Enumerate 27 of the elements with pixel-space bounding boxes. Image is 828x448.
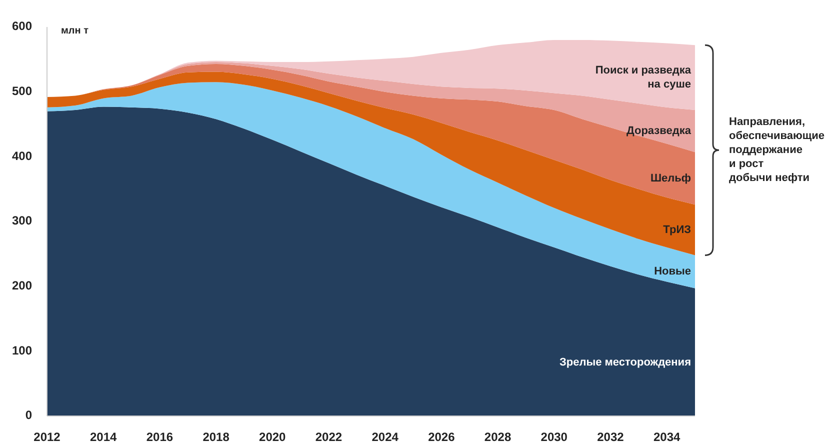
x-tick-label: 2022	[315, 430, 342, 444]
x-tick-label: 2026	[428, 430, 456, 444]
text: Направления, обеспечивающие поддержание и рост добычи нефти	[729, 116, 825, 184]
series-label: Поиск и разведка на суше	[595, 64, 692, 90]
x-tick-label: 2018	[202, 430, 230, 444]
series-label: Шельф	[650, 172, 692, 184]
y-tick-label: 500	[12, 84, 32, 98]
y-tick-label: 100	[12, 343, 32, 358]
y-tick-label: 600	[12, 19, 32, 34]
y-tick-label: 200	[12, 278, 32, 293]
series-label: Новые	[654, 266, 691, 278]
y-tick-label: 400	[12, 148, 32, 163]
x-tick-label: 2016	[146, 430, 174, 444]
y-tick-label: 0	[25, 408, 32, 422]
x-tick-label: 2028	[484, 430, 512, 444]
series-label: Зрелые месторождения	[560, 356, 691, 368]
y-axis-title: млн т	[61, 26, 89, 37]
x-tick-label: 2034	[653, 430, 680, 444]
x-tick-label: 2030	[540, 430, 568, 444]
y-tick-label: 300	[12, 214, 32, 228]
x-tick-label: 2020	[259, 430, 286, 444]
x-tick-label: 2014	[90, 430, 118, 444]
x-tick-label: 2032	[597, 430, 624, 444]
series-label: Доразведка	[626, 124, 692, 137]
x-tick-label: 2024	[372, 430, 399, 444]
series-label: ТрИЗ	[663, 224, 692, 236]
x-tick-label: 2012	[34, 430, 61, 444]
